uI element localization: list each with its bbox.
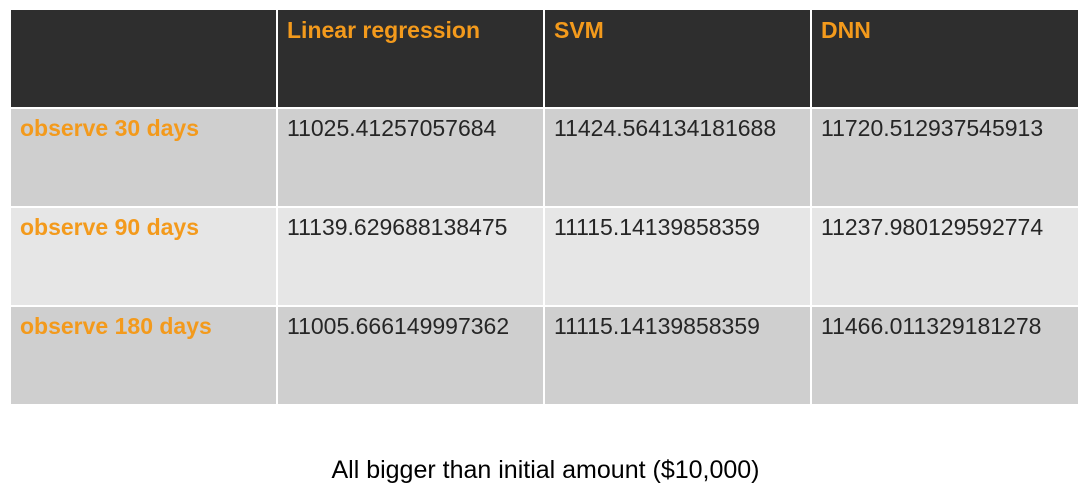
table-row: observe 30 days 11025.41257057684 11424.… bbox=[9, 107, 1080, 208]
row-label-30-days: observe 30 days bbox=[9, 107, 278, 208]
table-cell: 11139.629688138475 bbox=[276, 206, 545, 307]
footer-note: All bigger than initial amount ($10,000) bbox=[331, 456, 760, 484]
table-cell: 11115.14139858359 bbox=[543, 206, 812, 307]
header-row: Linear regression SVM DNN bbox=[9, 8, 1080, 109]
corner-cell bbox=[9, 8, 278, 109]
table-cell: 11466.011329181278 bbox=[810, 305, 1080, 406]
results-table: Linear regression SVM DNN observe 30 day… bbox=[9, 8, 1080, 406]
table-cell: 11025.41257057684 bbox=[276, 107, 545, 208]
table-cell: 11237.980129592774 bbox=[810, 206, 1080, 307]
column-header-svm: SVM bbox=[543, 8, 812, 109]
table-cell: 11720.512937545913 bbox=[810, 107, 1080, 208]
table-cell: 11115.14139858359 bbox=[543, 305, 812, 406]
table-cell: 11424.564134181688 bbox=[543, 107, 812, 208]
table-row: observe 90 days 11139.629688138475 11115… bbox=[9, 206, 1080, 307]
row-label-180-days: observe 180 days bbox=[9, 305, 278, 406]
table-cell: 11005.666149997362 bbox=[276, 305, 545, 406]
column-header-dnn: DNN bbox=[810, 8, 1080, 109]
column-header-linear-regression: Linear regression bbox=[276, 8, 545, 109]
row-label-90-days: observe 90 days bbox=[9, 206, 278, 307]
table-row: observe 180 days 11005.666149997362 1111… bbox=[9, 305, 1080, 406]
